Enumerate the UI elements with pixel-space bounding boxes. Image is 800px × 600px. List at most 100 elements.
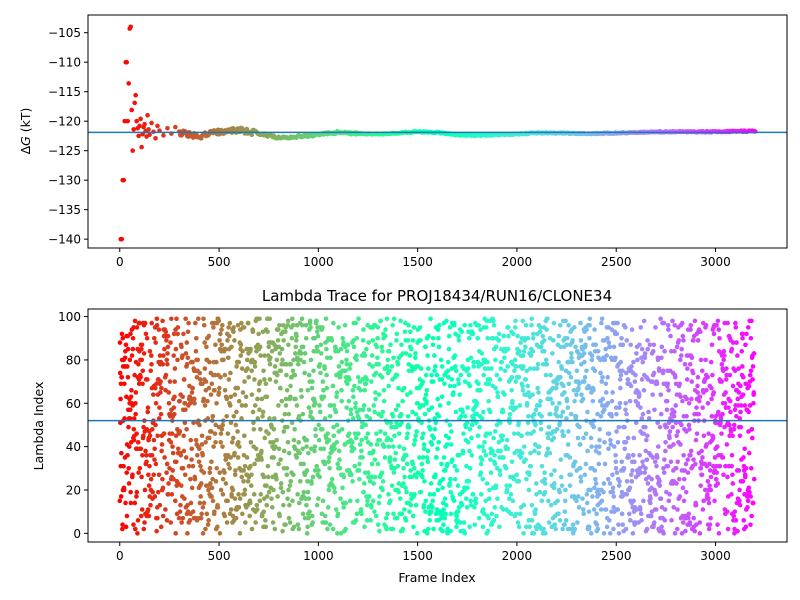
lambda-point bbox=[709, 396, 714, 402]
lambda-point bbox=[217, 338, 222, 343]
lambda-point bbox=[738, 424, 744, 430]
lambda-point bbox=[550, 351, 555, 356]
lambda-point bbox=[448, 528, 453, 534]
lambda-point bbox=[614, 411, 619, 417]
lambda-point bbox=[666, 327, 671, 332]
lambda-point bbox=[181, 448, 187, 454]
lambda-point bbox=[301, 359, 307, 365]
lambda-point bbox=[354, 335, 360, 341]
lambda-point bbox=[424, 387, 430, 393]
lambda-point bbox=[487, 377, 493, 382]
lambda-point bbox=[309, 481, 314, 486]
lambda-point bbox=[619, 511, 625, 517]
lambda-point bbox=[405, 338, 411, 343]
lambda-point bbox=[506, 496, 512, 501]
lambda-point bbox=[224, 413, 229, 419]
lambda-point bbox=[209, 459, 214, 465]
lambda-point bbox=[421, 502, 427, 508]
lambda-point bbox=[370, 498, 376, 504]
lambda-point bbox=[554, 405, 559, 410]
lambda-point bbox=[473, 500, 479, 506]
lambda-point bbox=[566, 429, 571, 434]
lambda-point bbox=[611, 444, 617, 449]
lambda-point bbox=[478, 470, 484, 475]
lambda-point bbox=[711, 331, 717, 337]
lambda-point bbox=[193, 437, 199, 443]
lambda-point bbox=[440, 485, 445, 491]
lambda-point bbox=[193, 348, 199, 354]
lambda-point bbox=[337, 466, 343, 471]
lambda-point bbox=[381, 398, 387, 404]
lambda-point bbox=[737, 498, 742, 504]
lambda-point bbox=[283, 396, 289, 402]
lambda-point bbox=[743, 474, 748, 480]
lambda-point bbox=[436, 439, 441, 445]
lambda-point bbox=[172, 366, 178, 371]
lambda-point bbox=[548, 396, 554, 402]
lambda-point bbox=[569, 355, 574, 361]
lambda-point bbox=[655, 444, 661, 449]
lambda-point bbox=[311, 368, 316, 374]
lambda-point bbox=[606, 446, 611, 452]
lambda-point bbox=[435, 327, 441, 332]
lambda-point bbox=[411, 466, 417, 471]
lambda-point bbox=[310, 520, 316, 525]
lambda-point bbox=[563, 487, 568, 493]
lambda-point bbox=[122, 381, 127, 387]
lambda-point bbox=[446, 435, 452, 441]
lambda-point bbox=[365, 431, 371, 436]
lambda-point bbox=[235, 455, 241, 460]
lambda-point bbox=[388, 420, 393, 426]
lambda-point bbox=[273, 379, 279, 384]
lambda-point bbox=[180, 466, 186, 471]
lambda-point bbox=[714, 470, 720, 475]
lambda-point bbox=[634, 351, 639, 356]
lambda-point bbox=[232, 472, 238, 478]
lambda-point bbox=[189, 485, 195, 491]
lambda-point bbox=[615, 320, 620, 326]
lambda-point bbox=[306, 372, 312, 378]
lambda-point bbox=[504, 437, 510, 443]
lambda-point bbox=[480, 476, 486, 482]
lambda-trace-x-tick-label: 2000 bbox=[502, 549, 533, 563]
lambda-point bbox=[736, 390, 742, 395]
lambda-point bbox=[219, 426, 225, 432]
lambda-point bbox=[520, 387, 526, 393]
lambda-point bbox=[746, 429, 751, 434]
lambda-point bbox=[247, 500, 253, 506]
lambda-point bbox=[184, 426, 189, 432]
lambda-point bbox=[602, 357, 608, 363]
lambda-point bbox=[140, 368, 146, 374]
lambda-point bbox=[259, 448, 264, 454]
lambda-point bbox=[705, 479, 711, 484]
lambda-point bbox=[641, 318, 647, 324]
lambda-point bbox=[433, 472, 438, 478]
lambda-point bbox=[374, 431, 379, 436]
lambda-point bbox=[269, 496, 274, 501]
lambda-point bbox=[193, 320, 198, 326]
lambda-point bbox=[587, 322, 592, 328]
lambda-point bbox=[272, 342, 277, 348]
lambda-point bbox=[166, 481, 171, 486]
lambda-point bbox=[241, 468, 247, 473]
lambda-point bbox=[497, 468, 503, 473]
lambda-point bbox=[356, 468, 362, 473]
lambda-point bbox=[133, 390, 139, 395]
lambda-point bbox=[126, 481, 132, 486]
lambda-point bbox=[526, 487, 532, 493]
delta-g-y-tick-label: −140 bbox=[48, 233, 81, 247]
lambda-point bbox=[525, 383, 531, 389]
lambda-point bbox=[605, 335, 610, 341]
lambda-point bbox=[562, 522, 567, 527]
lambda-point bbox=[431, 526, 436, 532]
lambda-point bbox=[638, 325, 644, 330]
lambda-point bbox=[705, 400, 711, 406]
lambda-point bbox=[481, 372, 487, 378]
lambda-point bbox=[215, 524, 220, 530]
lambda-point bbox=[437, 403, 443, 408]
lambda-point bbox=[697, 520, 702, 525]
lambda-point bbox=[151, 472, 156, 478]
lambda-point bbox=[220, 476, 226, 482]
lambda-point bbox=[623, 407, 628, 413]
lambda-point bbox=[468, 322, 473, 328]
